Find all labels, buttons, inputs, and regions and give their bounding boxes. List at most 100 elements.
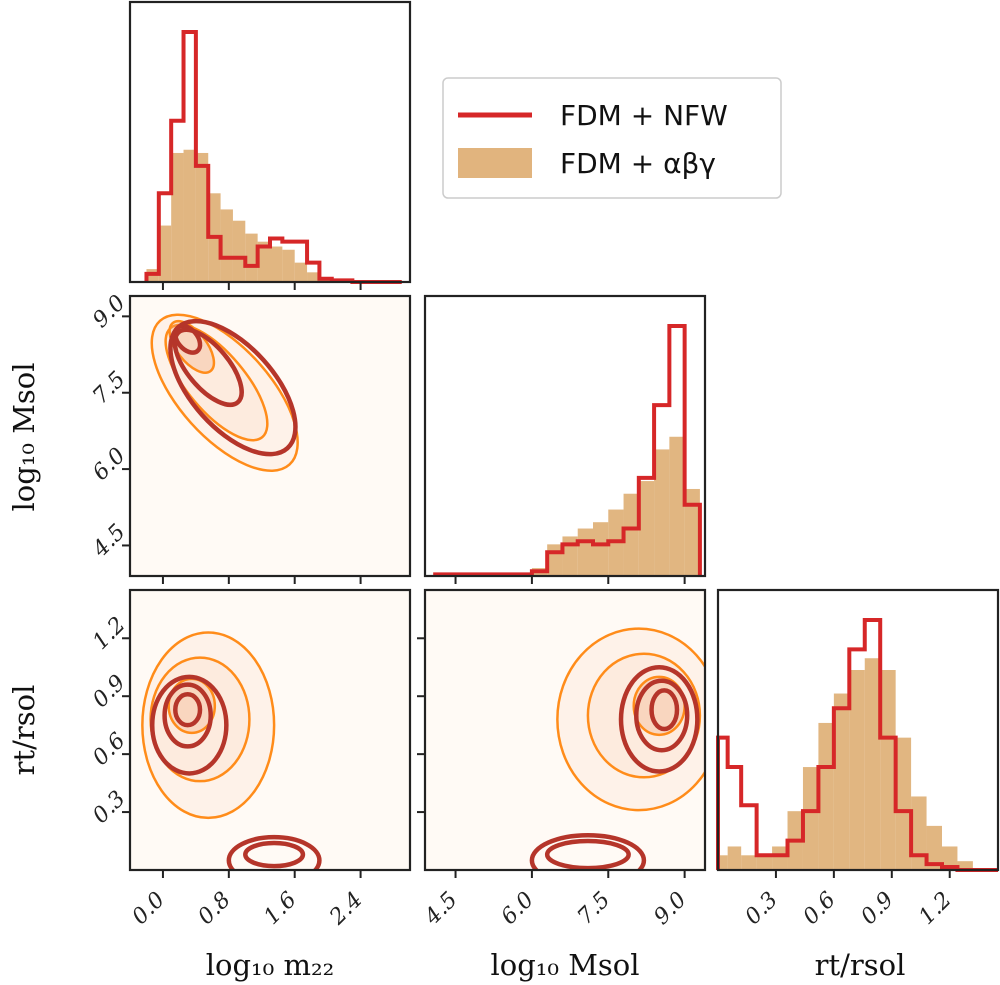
hist-bar-abg-Msol bbox=[654, 449, 670, 576]
y-tick-label-Msol: 4.5 bbox=[87, 520, 130, 563]
x-tick-label-m22: 1.6 bbox=[259, 887, 301, 929]
x-tick-label-Msol: 6.0 bbox=[497, 887, 539, 929]
panel-frame bbox=[128, 0, 412, 284]
contour-nfw bbox=[173, 692, 203, 728]
hist-panel-m22 bbox=[128, 0, 412, 284]
hist-bar-abg-Msol bbox=[684, 488, 700, 576]
contour-nfw bbox=[544, 838, 631, 870]
x-axis-label-msol: log₁₀ Msol bbox=[490, 948, 639, 982]
contour-nfw bbox=[649, 688, 680, 732]
contour-panel-Msol_vs_m22 bbox=[128, 294, 412, 578]
y-tick-label-rt: 0.6 bbox=[88, 728, 130, 770]
hist-panel-Msol bbox=[423, 294, 707, 578]
x-tick-label-Msol: 7.5 bbox=[573, 887, 615, 929]
contour-nfw bbox=[529, 832, 647, 870]
hist-panel-rt bbox=[716, 588, 1000, 872]
hist-bar-abg-m22 bbox=[282, 249, 295, 282]
hist-bar-abg-Msol bbox=[547, 544, 563, 576]
contour-nfw bbox=[243, 840, 306, 869]
panel-frame bbox=[423, 588, 707, 872]
hist-bar-abg-rt bbox=[718, 855, 728, 870]
hist-bar-abg-rt bbox=[756, 855, 773, 870]
hist-bar-abg-Msol bbox=[577, 528, 593, 576]
panel-frame bbox=[423, 294, 707, 578]
hist-bar-abg-m22 bbox=[158, 225, 172, 282]
legend-nfw-label: FDM + NFW bbox=[560, 99, 728, 132]
hist-bar-abg-Msol bbox=[593, 522, 609, 576]
contour-nfw bbox=[149, 674, 229, 776]
hist-bar-abg-rt bbox=[772, 846, 788, 870]
x-tick-label-rt: 0.9 bbox=[856, 887, 898, 929]
labels-layer: log₁₀ m₂₂ log₁₀ Msol rt/rsol log₁₀ Msol … bbox=[7, 362, 905, 982]
hist-bar-abg-rt bbox=[926, 825, 942, 870]
hist-step-nfw-rt bbox=[716, 618, 998, 872]
x-tick-label-m22: 0.8 bbox=[193, 887, 235, 929]
x-tick-label-m22: 0.0 bbox=[128, 887, 170, 929]
hist-bar-abg-Msol bbox=[623, 493, 639, 576]
hist-bar-abg-rt bbox=[833, 693, 850, 870]
contour-nfw bbox=[226, 834, 322, 870]
hist-bar-abg-rt bbox=[942, 846, 958, 870]
panel-background bbox=[425, 590, 705, 870]
x-tick-label-Msol: 4.5 bbox=[419, 887, 462, 930]
hist-bar-abg-m22 bbox=[195, 152, 209, 282]
contour-panel-rt_vs_m22 bbox=[128, 588, 412, 872]
panel-frame bbox=[128, 588, 412, 872]
hist-bar-abg-rt bbox=[895, 737, 912, 870]
y-tick-label-rt: 1.2 bbox=[88, 612, 130, 654]
hist-bar-abg-m22 bbox=[245, 233, 258, 282]
y-tick-label-Msol: 6.0 bbox=[88, 443, 130, 485]
x-tick-label-rt: 0.6 bbox=[799, 887, 841, 929]
hist-bar-abg-m22 bbox=[270, 246, 283, 282]
panel-frame bbox=[716, 588, 1000, 872]
contour-lines bbox=[529, 627, 705, 870]
hist-bar-abg-m22 bbox=[171, 152, 184, 282]
hist-bar-abg-rt bbox=[864, 658, 881, 870]
hist-bar-abg-rt bbox=[880, 670, 896, 870]
hist-bar-abg-m22 bbox=[294, 262, 308, 282]
hist-bar-abg-m22 bbox=[307, 272, 320, 282]
y-tick-label-rt: 0.3 bbox=[88, 786, 130, 828]
panel-frame bbox=[128, 294, 412, 578]
contour-nfw bbox=[168, 318, 298, 457]
hist-bar-abg-rt bbox=[957, 861, 973, 870]
y-tick-label-Msol: 7.5 bbox=[88, 367, 130, 409]
hist-bar-abg-rt bbox=[802, 767, 819, 870]
x-tick-label-m22: 2.4 bbox=[325, 887, 368, 930]
contour-nfw bbox=[172, 327, 244, 408]
contour-lines bbox=[150, 313, 299, 472]
x-tick-label-Msol: 9.0 bbox=[649, 887, 691, 929]
hist-bar-abg-m22 bbox=[220, 209, 233, 282]
x-tick-label-rt: 0.3 bbox=[741, 887, 783, 929]
x-axis-label-m22: log₁₀ m₂₂ bbox=[206, 948, 335, 982]
x-axis-label-rt: rt/rsol bbox=[815, 948, 906, 982]
hist-bar-abg-rt bbox=[741, 855, 757, 870]
legend-abg-label: FDM + αβγ bbox=[560, 147, 716, 180]
contour-nfw bbox=[634, 678, 690, 753]
hist-bar-abg-m22 bbox=[257, 241, 270, 282]
hist-bar-abg-Msol bbox=[638, 481, 655, 576]
y-tick-label-rt: 0.9 bbox=[88, 670, 130, 712]
y-axis-label-msol: log₁₀ Msol bbox=[7, 362, 41, 511]
hist-bar-abg-rt bbox=[727, 846, 742, 870]
hist-step-nfw-m22 bbox=[144, 30, 402, 284]
hist-bar-abg-rt bbox=[818, 722, 834, 870]
contour-abg bbox=[556, 627, 705, 812]
panel-background bbox=[130, 590, 410, 870]
legend: FDM + NFW FDM + αβγ bbox=[442, 77, 782, 199]
x-tick-label-rt: 1.2 bbox=[914, 887, 956, 929]
hist-bar-abg-m22 bbox=[232, 220, 246, 282]
contour-nfw bbox=[162, 682, 213, 749]
hist-bar-abg-Msol bbox=[669, 436, 685, 576]
hist-step-nfw-Msol bbox=[433, 324, 702, 577]
contour-nfw bbox=[618, 664, 700, 774]
y-axis-label-rt: rt/rsol bbox=[7, 685, 41, 776]
contour-lines bbox=[141, 631, 322, 870]
hist-bar-abg-rt bbox=[911, 796, 927, 870]
contour-panel-rt_vs_Msol bbox=[423, 588, 707, 872]
panels-layer: 0.0 0.8 1.6 2.4 4.5 6.0 7.5 9.0 0.3 0.6 0.9 1.2 4.5 6… bbox=[87, 0, 1000, 931]
hist-bar-abg-rt bbox=[849, 670, 865, 870]
y-tick-label-Msol: 9.0 bbox=[88, 291, 130, 333]
hist-bar-abg-m22 bbox=[183, 149, 196, 282]
